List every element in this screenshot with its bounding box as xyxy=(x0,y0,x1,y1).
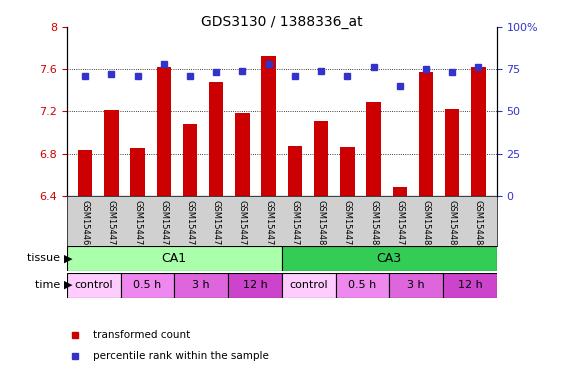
Text: transformed count: transformed count xyxy=(92,331,190,341)
Bar xyxy=(228,273,282,298)
Text: 12 h: 12 h xyxy=(242,280,267,290)
Text: CA1: CA1 xyxy=(162,252,187,265)
Text: GSM154473: GSM154473 xyxy=(107,200,116,251)
Bar xyxy=(445,109,460,196)
Text: 3 h: 3 h xyxy=(192,280,210,290)
Text: control: control xyxy=(289,280,328,290)
Text: GSM154477: GSM154477 xyxy=(290,200,299,251)
Text: 12 h: 12 h xyxy=(457,280,482,290)
Bar xyxy=(209,82,224,196)
Text: control: control xyxy=(74,280,113,290)
Bar xyxy=(67,246,282,271)
Bar xyxy=(67,273,121,298)
Text: GSM154476: GSM154476 xyxy=(264,200,273,251)
Text: GSM154474: GSM154474 xyxy=(159,200,168,250)
Text: CA3: CA3 xyxy=(376,252,402,265)
Text: 0.5 h: 0.5 h xyxy=(348,280,376,290)
Bar xyxy=(419,72,433,196)
Text: GSM154481: GSM154481 xyxy=(317,200,325,250)
Bar xyxy=(104,110,119,196)
Text: GSM154469: GSM154469 xyxy=(81,200,89,250)
Bar xyxy=(157,67,171,196)
Bar xyxy=(288,146,302,196)
Bar xyxy=(336,273,389,298)
Bar xyxy=(471,67,486,196)
Text: GSM154483: GSM154483 xyxy=(421,200,431,251)
Bar xyxy=(282,273,336,298)
Text: ▶: ▶ xyxy=(64,253,73,263)
Text: GSM154475: GSM154475 xyxy=(211,200,221,250)
Bar xyxy=(235,114,250,196)
Bar xyxy=(183,124,197,196)
Bar xyxy=(367,102,381,196)
Bar xyxy=(121,273,174,298)
Bar xyxy=(314,121,328,196)
Text: time: time xyxy=(35,280,64,290)
Text: GSM154479: GSM154479 xyxy=(395,200,404,250)
Bar xyxy=(78,151,92,196)
Text: ▶: ▶ xyxy=(64,280,73,290)
Text: GSM154480: GSM154480 xyxy=(448,200,457,250)
Text: 3 h: 3 h xyxy=(407,280,425,290)
Text: GSM154482: GSM154482 xyxy=(369,200,378,250)
Bar xyxy=(389,273,443,298)
Text: GSM154484: GSM154484 xyxy=(474,200,483,250)
Text: GSM154478: GSM154478 xyxy=(343,200,352,251)
Text: GSM154472: GSM154472 xyxy=(238,200,247,250)
Text: percentile rank within the sample: percentile rank within the sample xyxy=(92,351,268,361)
Bar xyxy=(282,246,497,271)
Text: GSM154471: GSM154471 xyxy=(185,200,195,250)
Bar xyxy=(261,56,276,196)
Bar xyxy=(340,147,354,196)
Bar xyxy=(393,187,407,196)
Text: GDS3130 / 1388336_at: GDS3130 / 1388336_at xyxy=(201,15,363,29)
Text: tissue: tissue xyxy=(27,253,64,263)
Bar xyxy=(443,273,497,298)
Text: GSM154470: GSM154470 xyxy=(133,200,142,250)
Bar xyxy=(174,273,228,298)
Bar xyxy=(130,148,145,196)
Text: 0.5 h: 0.5 h xyxy=(133,280,162,290)
